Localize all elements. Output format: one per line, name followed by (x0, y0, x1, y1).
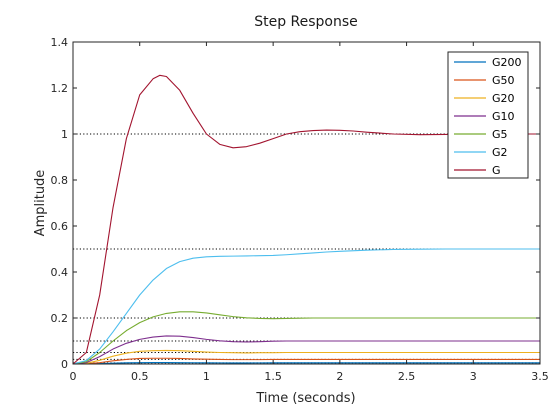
legend: G200 G50 G20 G10 G5 G2 G (447, 51, 529, 179)
legend-label: G20 (492, 92, 515, 105)
x-tick-label: 2.5 (398, 370, 416, 383)
y-tick-label: 0.2 (51, 312, 69, 325)
series-line-g (72, 74, 540, 365)
series-line-g5 (72, 311, 540, 365)
x-tick-label: 1.5 (264, 370, 282, 383)
series-line-g10 (72, 335, 540, 365)
y-tick-label: 1.4 (51, 36, 69, 49)
legend-label: G (492, 164, 501, 177)
y-tick-label: 1 (61, 128, 68, 141)
legend-label: G50 (492, 74, 515, 87)
series-line-g20 (72, 349, 540, 365)
x-tick-label: 3.5 (531, 370, 549, 383)
legend-label: G200 (492, 56, 522, 69)
chart-title: Step Response (254, 14, 358, 30)
x-axis-label: Time (seconds) (255, 391, 355, 406)
y-tick-label: 0.8 (51, 174, 69, 187)
legend-label: G10 (492, 110, 515, 123)
series-lines (72, 74, 540, 365)
x-tick-label: 0.5 (131, 370, 149, 383)
x-tick-label: 2 (336, 370, 343, 383)
y-tick-label: 0 (61, 358, 68, 371)
y-tick-label: 1.2 (51, 82, 69, 95)
x-tick-label: 1 (203, 370, 210, 383)
series-line-g50 (72, 357, 540, 365)
axes-box (72, 41, 541, 365)
x-tick-label: 3 (470, 370, 477, 383)
y-tick-label: 0.4 (51, 266, 69, 279)
x-tick-label: 0 (70, 370, 77, 383)
legend-box (447, 51, 529, 179)
y-axis-label: Amplitude (33, 170, 48, 237)
x-axis-ticks: 0 0.5 1 1.5 2 2.5 3 3.5 (70, 42, 549, 383)
series-line-g2 (72, 248, 540, 365)
legend-label: G2 (492, 146, 508, 159)
legend-label: G5 (492, 128, 508, 141)
y-axis-ticks: 0 0.2 0.4 0.6 0.8 1 1.2 1.4 (51, 36, 540, 371)
y-tick-label: 0.6 (51, 220, 69, 233)
